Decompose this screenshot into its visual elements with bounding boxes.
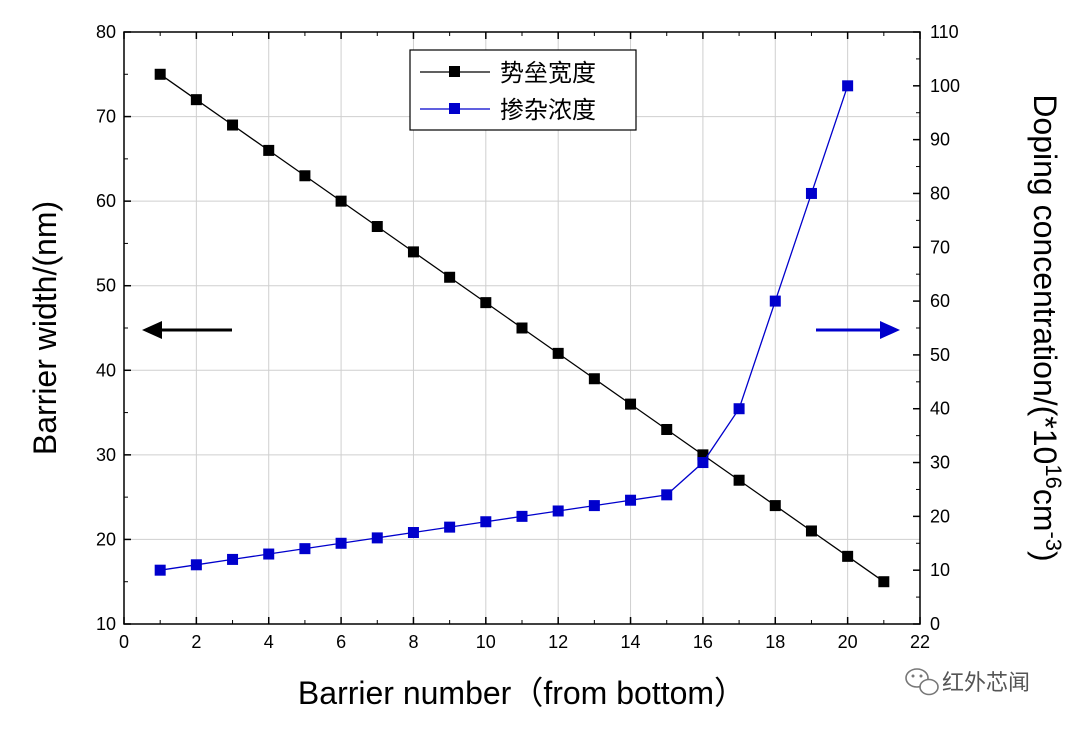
data-point-1 — [371, 532, 383, 544]
data-point-1 — [697, 457, 709, 469]
data-point-1 — [552, 505, 564, 517]
data-point-0 — [625, 398, 637, 410]
data-point-1 — [805, 187, 817, 199]
x-tick-label: 4 — [264, 632, 274, 652]
y-left-tick-label: 20 — [96, 529, 116, 549]
y-axis-left-label: Barrier width/(nm) — [27, 201, 63, 455]
data-point-1 — [227, 553, 239, 565]
data-point-0 — [371, 221, 383, 233]
y-left-tick-label: 40 — [96, 360, 116, 380]
data-point-0 — [697, 449, 709, 461]
data-point-0 — [154, 68, 166, 80]
legend: 势垒宽度 掺杂浓度 — [409, 49, 637, 131]
y-right-tick-label: 100 — [930, 76, 960, 96]
data-point-0 — [842, 550, 854, 562]
data-point-0 — [769, 500, 781, 512]
y-right-tick-label: 30 — [930, 453, 950, 473]
watermark-text: 红外芯闻 — [942, 671, 1030, 696]
y-left-tick-label: 60 — [96, 191, 116, 211]
data-point-0 — [335, 195, 347, 207]
x-tick-label: 16 — [693, 632, 713, 652]
x-tick-label: 10 — [476, 632, 496, 652]
data-point-0 — [444, 271, 456, 283]
data-point-1 — [263, 548, 275, 560]
left-axis-arrow — [142, 321, 232, 339]
data-point-0 — [552, 347, 564, 359]
data-point-0 — [805, 525, 817, 537]
wechat-icon — [905, 668, 939, 696]
y-right-tick-label: 0 — [930, 614, 940, 634]
x-tick-label: 14 — [621, 632, 641, 652]
data-point-1 — [407, 527, 419, 539]
y-right-tick-label: 50 — [930, 345, 950, 365]
y-left-tick-label: 10 — [96, 614, 116, 634]
data-point-0 — [878, 576, 890, 588]
legend-item-barrier-width: 势垒宽度 — [420, 59, 596, 87]
y-right-tick-label: 20 — [930, 506, 950, 526]
data-point-1 — [769, 295, 781, 307]
data-point-1 — [516, 510, 528, 522]
series-layer — [154, 68, 890, 588]
y-right-tick-label: 70 — [930, 237, 950, 257]
data-point-0 — [407, 246, 419, 258]
data-point-0 — [480, 297, 492, 309]
data-point-1 — [588, 500, 600, 512]
axis-ticks: 0 2 4 6 8 10 12 14 16 18 20 22102030405060708001020… — [96, 22, 960, 652]
data-point-0 — [299, 170, 311, 182]
y-left-tick-label: 50 — [96, 276, 116, 296]
y-right-tick-label: 10 — [930, 560, 950, 580]
y-right-tick-label: 60 — [930, 291, 950, 311]
data-point-1 — [842, 80, 854, 92]
y-left-tick-label: 70 — [96, 107, 116, 127]
data-point-1 — [444, 521, 456, 533]
data-point-1 — [299, 543, 311, 555]
x-tick-label: 8 — [408, 632, 418, 652]
legend-box — [409, 49, 637, 131]
legend-label-doping-concentration: 掺杂浓度 — [500, 96, 596, 124]
x-tick-label: 22 — [910, 632, 930, 652]
x-tick-label: 0 — [119, 632, 129, 652]
y-left-tick-label: 80 — [96, 22, 116, 42]
data-point-0 — [733, 474, 745, 486]
y-right-tick-label: 80 — [930, 183, 950, 203]
data-point-0 — [190, 94, 202, 106]
y-right-tick-label: 90 — [930, 130, 950, 150]
data-point-1 — [335, 537, 347, 549]
data-point-1 — [625, 494, 637, 506]
y-left-tick-label: 30 — [96, 445, 116, 465]
data-point-0 — [263, 144, 275, 156]
x-axis-label: Barrier number（from bottom） — [298, 675, 746, 711]
data-point-1 — [733, 403, 745, 415]
data-point-0 — [516, 322, 528, 334]
data-point-1 — [480, 516, 492, 528]
y-axis-right-label: Doping concentration/(*1016cm-3) — [1027, 94, 1066, 561]
data-point-0 — [227, 119, 239, 131]
series-line-1 — [160, 85, 849, 571]
watermark: 红外芯闻 — [905, 668, 1030, 696]
data-point-1 — [154, 564, 166, 576]
data-point-1 — [661, 489, 673, 501]
x-tick-label: 2 — [191, 632, 201, 652]
data-point-0 — [661, 423, 673, 435]
x-tick-label: 18 — [765, 632, 785, 652]
y-right-tick-label: 40 — [930, 399, 950, 419]
data-point-0 — [588, 373, 600, 385]
x-tick-label: 12 — [548, 632, 568, 652]
legend-label-barrier-width: 势垒宽度 — [500, 59, 596, 87]
x-tick-label: 6 — [336, 632, 346, 652]
right-axis-arrow — [816, 321, 900, 339]
y-right-tick-label: 110 — [930, 22, 959, 42]
data-point-1 — [190, 559, 202, 571]
grid-lines — [124, 32, 920, 624]
x-tick-label: 20 — [838, 632, 858, 652]
legend-item-doping-concentration: 掺杂浓度 — [420, 96, 596, 124]
